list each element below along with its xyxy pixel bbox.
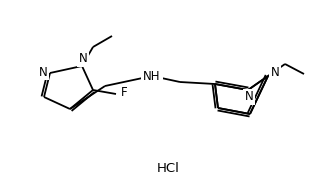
Text: N: N [39,66,47,79]
Text: F: F [121,87,127,100]
Text: N: N [270,67,279,80]
Text: HCl: HCl [157,163,179,176]
Text: N: N [79,53,87,66]
Text: NH: NH [143,69,161,82]
Text: N: N [245,90,253,104]
